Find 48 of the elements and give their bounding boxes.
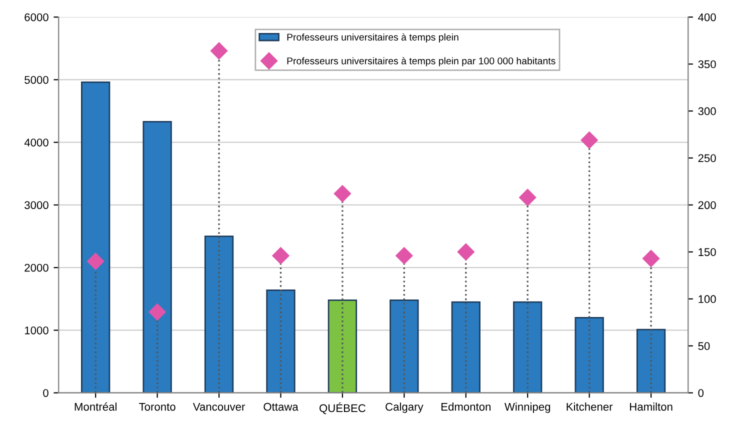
legend-label: Professeurs universitaires à temps plein par 100 000 habitants (287, 57, 556, 66)
y-tick-label: 1000 (24, 326, 48, 334)
bar (81, 82, 110, 393)
y2-tick-label: 400 (698, 13, 716, 22)
y2-tick-label: 150 (698, 248, 716, 256)
y-tick-label: 6000 (24, 13, 48, 22)
x-tick-label: Vancouver (192, 402, 245, 411)
x-tick-label: Ottawa (264, 402, 298, 411)
legend-label: Professeurs universitaires à temps plein (287, 33, 458, 43)
bar (451, 301, 480, 393)
bar (328, 299, 358, 393)
point (148, 304, 166, 321)
bar (513, 301, 542, 393)
bar (204, 236, 234, 393)
point (519, 188, 536, 206)
bar (636, 328, 666, 393)
y-tick-label: 3000 (24, 201, 48, 210)
y2-tick-label: 100 (698, 295, 716, 304)
y2-tick-label: 300 (698, 107, 716, 116)
y-tick-label: 4000 (24, 138, 48, 146)
point (642, 250, 660, 268)
point (334, 185, 352, 202)
point (580, 132, 598, 149)
y-tick-label: 2000 (24, 264, 48, 272)
x-tick-label: QUÉBEC (320, 402, 366, 414)
point (87, 252, 104, 270)
y2-tick-label: 0 (698, 389, 704, 397)
y2-tick-label: 250 (698, 154, 716, 162)
y2-tick-label: 50 (698, 342, 710, 350)
point (396, 247, 413, 264)
x-tick-label: Winnipeg (504, 402, 550, 413)
y-tick-label: 0 (43, 389, 48, 397)
x-tick-label: Hamilton (630, 402, 672, 411)
point (210, 42, 228, 60)
y-tick-label: 5000 (24, 76, 48, 84)
x-tick-label: Montréal (74, 402, 116, 411)
x-tick-label: Toronto (139, 402, 176, 411)
bar (390, 299, 419, 393)
y2-tick-label: 200 (698, 201, 716, 210)
bar (266, 289, 296, 393)
x-tick-label: Kitchener (566, 402, 613, 411)
bar (574, 316, 604, 393)
point (272, 247, 290, 264)
x-tick-label: Calgary (386, 402, 424, 413)
bar (142, 120, 172, 393)
y2-tick-label: 350 (698, 60, 716, 68)
x-tick-label: Edmonton (441, 402, 491, 411)
point (457, 243, 474, 260)
